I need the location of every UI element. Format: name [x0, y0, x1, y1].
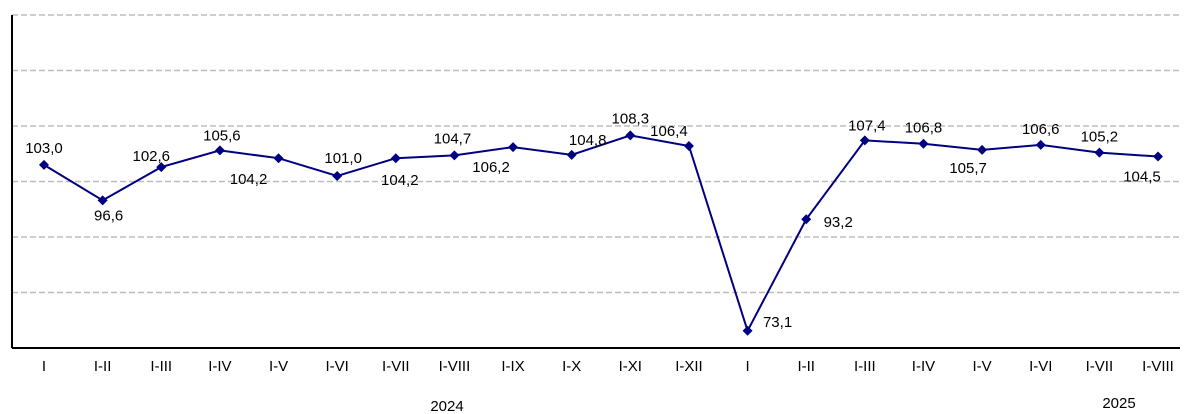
x-tick-label: I-V: [269, 358, 288, 375]
x-tick-label: I-IX: [501, 358, 524, 375]
x-tick-label: I-VI: [1029, 358, 1052, 375]
group-label: 2024: [430, 398, 463, 414]
x-tick-label: I-II: [94, 358, 112, 375]
marker: [977, 144, 988, 155]
marker: [449, 150, 460, 161]
marker: [1094, 147, 1105, 158]
marker: [742, 325, 753, 336]
x-tick-label: I-VIII: [1142, 358, 1174, 375]
data-label: 105,7: [949, 160, 987, 177]
marker: [97, 195, 108, 206]
marker: [566, 149, 577, 160]
x-tick-label: I-III: [150, 358, 172, 375]
x-tick-label: I: [745, 358, 749, 375]
x-tick-label: I: [42, 358, 46, 375]
x-tick-label: I-IV: [912, 358, 935, 375]
data-label: 106,6: [1022, 121, 1060, 138]
data-label: 104,2: [381, 172, 419, 189]
marker: [273, 153, 284, 164]
x-tick-label: I-VIII: [439, 358, 471, 375]
marker: [801, 214, 812, 225]
x-tick-label: I-V: [973, 358, 992, 375]
x-tick-label: I-IV: [208, 358, 231, 375]
marker: [1153, 151, 1163, 162]
data-label: 106,8: [905, 120, 943, 137]
x-tick-label: I-III: [854, 358, 876, 375]
data-label: 104,8: [569, 132, 607, 149]
marker: [625, 130, 636, 141]
data-label: 104,2: [230, 171, 268, 188]
marker: [39, 159, 49, 170]
x-tick-label: I-VII: [1086, 358, 1114, 375]
marker: [156, 162, 167, 173]
data-label: 107,4: [848, 117, 886, 134]
marker: [508, 142, 519, 153]
marker: [683, 140, 694, 151]
data-label: 101,0: [324, 150, 362, 167]
marker: [390, 153, 401, 164]
marker: [859, 135, 870, 146]
x-tick-label: I-XII: [675, 358, 703, 375]
data-label: 73,1: [763, 314, 792, 331]
x-tick-label: I-VII: [382, 358, 410, 375]
data-label: 105,6: [203, 127, 241, 144]
x-tick-label: I-X: [562, 358, 581, 375]
data-label: 102,6: [132, 148, 170, 165]
marker: [214, 145, 225, 156]
line: [43, 134, 1159, 334]
data-label: 105,2: [1081, 129, 1119, 146]
group-label: 2025: [1102, 395, 1135, 412]
marker: [1035, 139, 1046, 150]
marker: [918, 138, 929, 149]
marker: [332, 170, 343, 181]
x-tick-label: I-II: [797, 358, 815, 375]
data-label: 96,6: [94, 207, 123, 224]
data-label: 103,0: [25, 140, 63, 157]
data-label: 104,5: [1123, 168, 1161, 185]
data-label: 93,2: [824, 214, 853, 231]
data-label: 106,4: [650, 123, 688, 140]
x-tick-label: I-VI: [325, 358, 348, 375]
data-label: 108,3: [612, 110, 650, 127]
data-label: 104,7: [434, 130, 472, 147]
x-tick-label: I-XI: [619, 358, 642, 375]
data-label: 106,2: [472, 159, 510, 176]
